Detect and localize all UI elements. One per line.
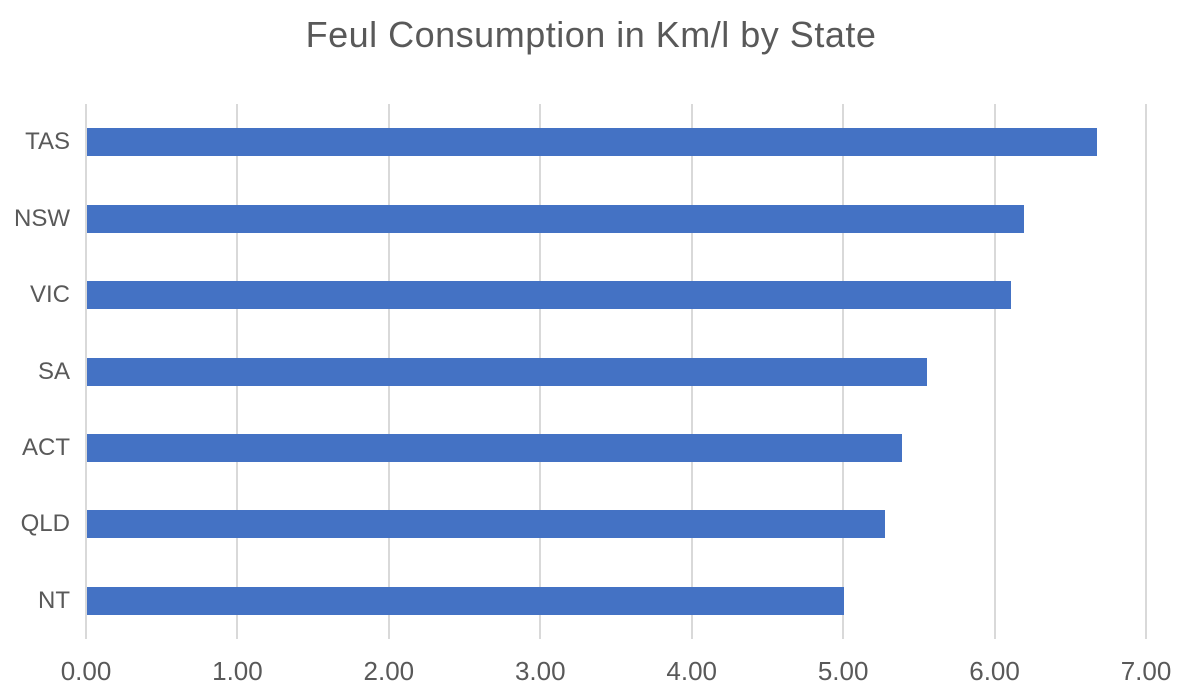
y-axis-label-vic: VIC xyxy=(29,281,70,309)
chart-title: Feul Consumption in Km/l by State xyxy=(305,14,877,55)
x-tick-label-5.00: 5.00 xyxy=(817,656,869,686)
x-tick-label-7.00: 7.00 xyxy=(1120,656,1172,686)
bar-nsw xyxy=(87,204,1025,233)
bar-sa xyxy=(87,357,928,386)
bar-qld xyxy=(87,510,886,539)
bar-nt xyxy=(87,586,845,615)
y-axis-label-sa: SA xyxy=(37,357,70,385)
x-tick-label-4.00: 4.00 xyxy=(666,656,717,686)
bar-tas xyxy=(87,128,1098,157)
gridline-6.00 xyxy=(993,104,996,639)
y-axis-label-nsw: NSW xyxy=(14,204,70,232)
x-tick-label-3.00: 3.00 xyxy=(514,656,566,686)
x-tick-label-0.00: 0.00 xyxy=(60,656,112,686)
plot-area xyxy=(85,104,1147,639)
bar-vic xyxy=(87,281,1011,310)
y-axis-label-act: ACT xyxy=(22,433,70,461)
value-axis: 0.00 1.00 2.00 3.00 4.00 5.00 6.00 7.00 xyxy=(0,656,1182,690)
x-tick-label-1.00: 1.00 xyxy=(212,656,263,686)
y-axis-label-nt: NT xyxy=(38,586,70,614)
gridline-7.00 xyxy=(1145,104,1147,639)
category-axis-line xyxy=(85,104,87,639)
category-axis: TAS NSW VIC SA ACT QLD NT xyxy=(0,104,70,639)
y-axis-label-tas: TAS xyxy=(25,128,70,156)
bar-act xyxy=(87,433,902,462)
y-axis-label-qld: QLD xyxy=(20,510,70,538)
x-tick-label-6.00: 6.00 xyxy=(969,656,1020,686)
x-tick-label-2.00: 2.00 xyxy=(363,656,415,686)
